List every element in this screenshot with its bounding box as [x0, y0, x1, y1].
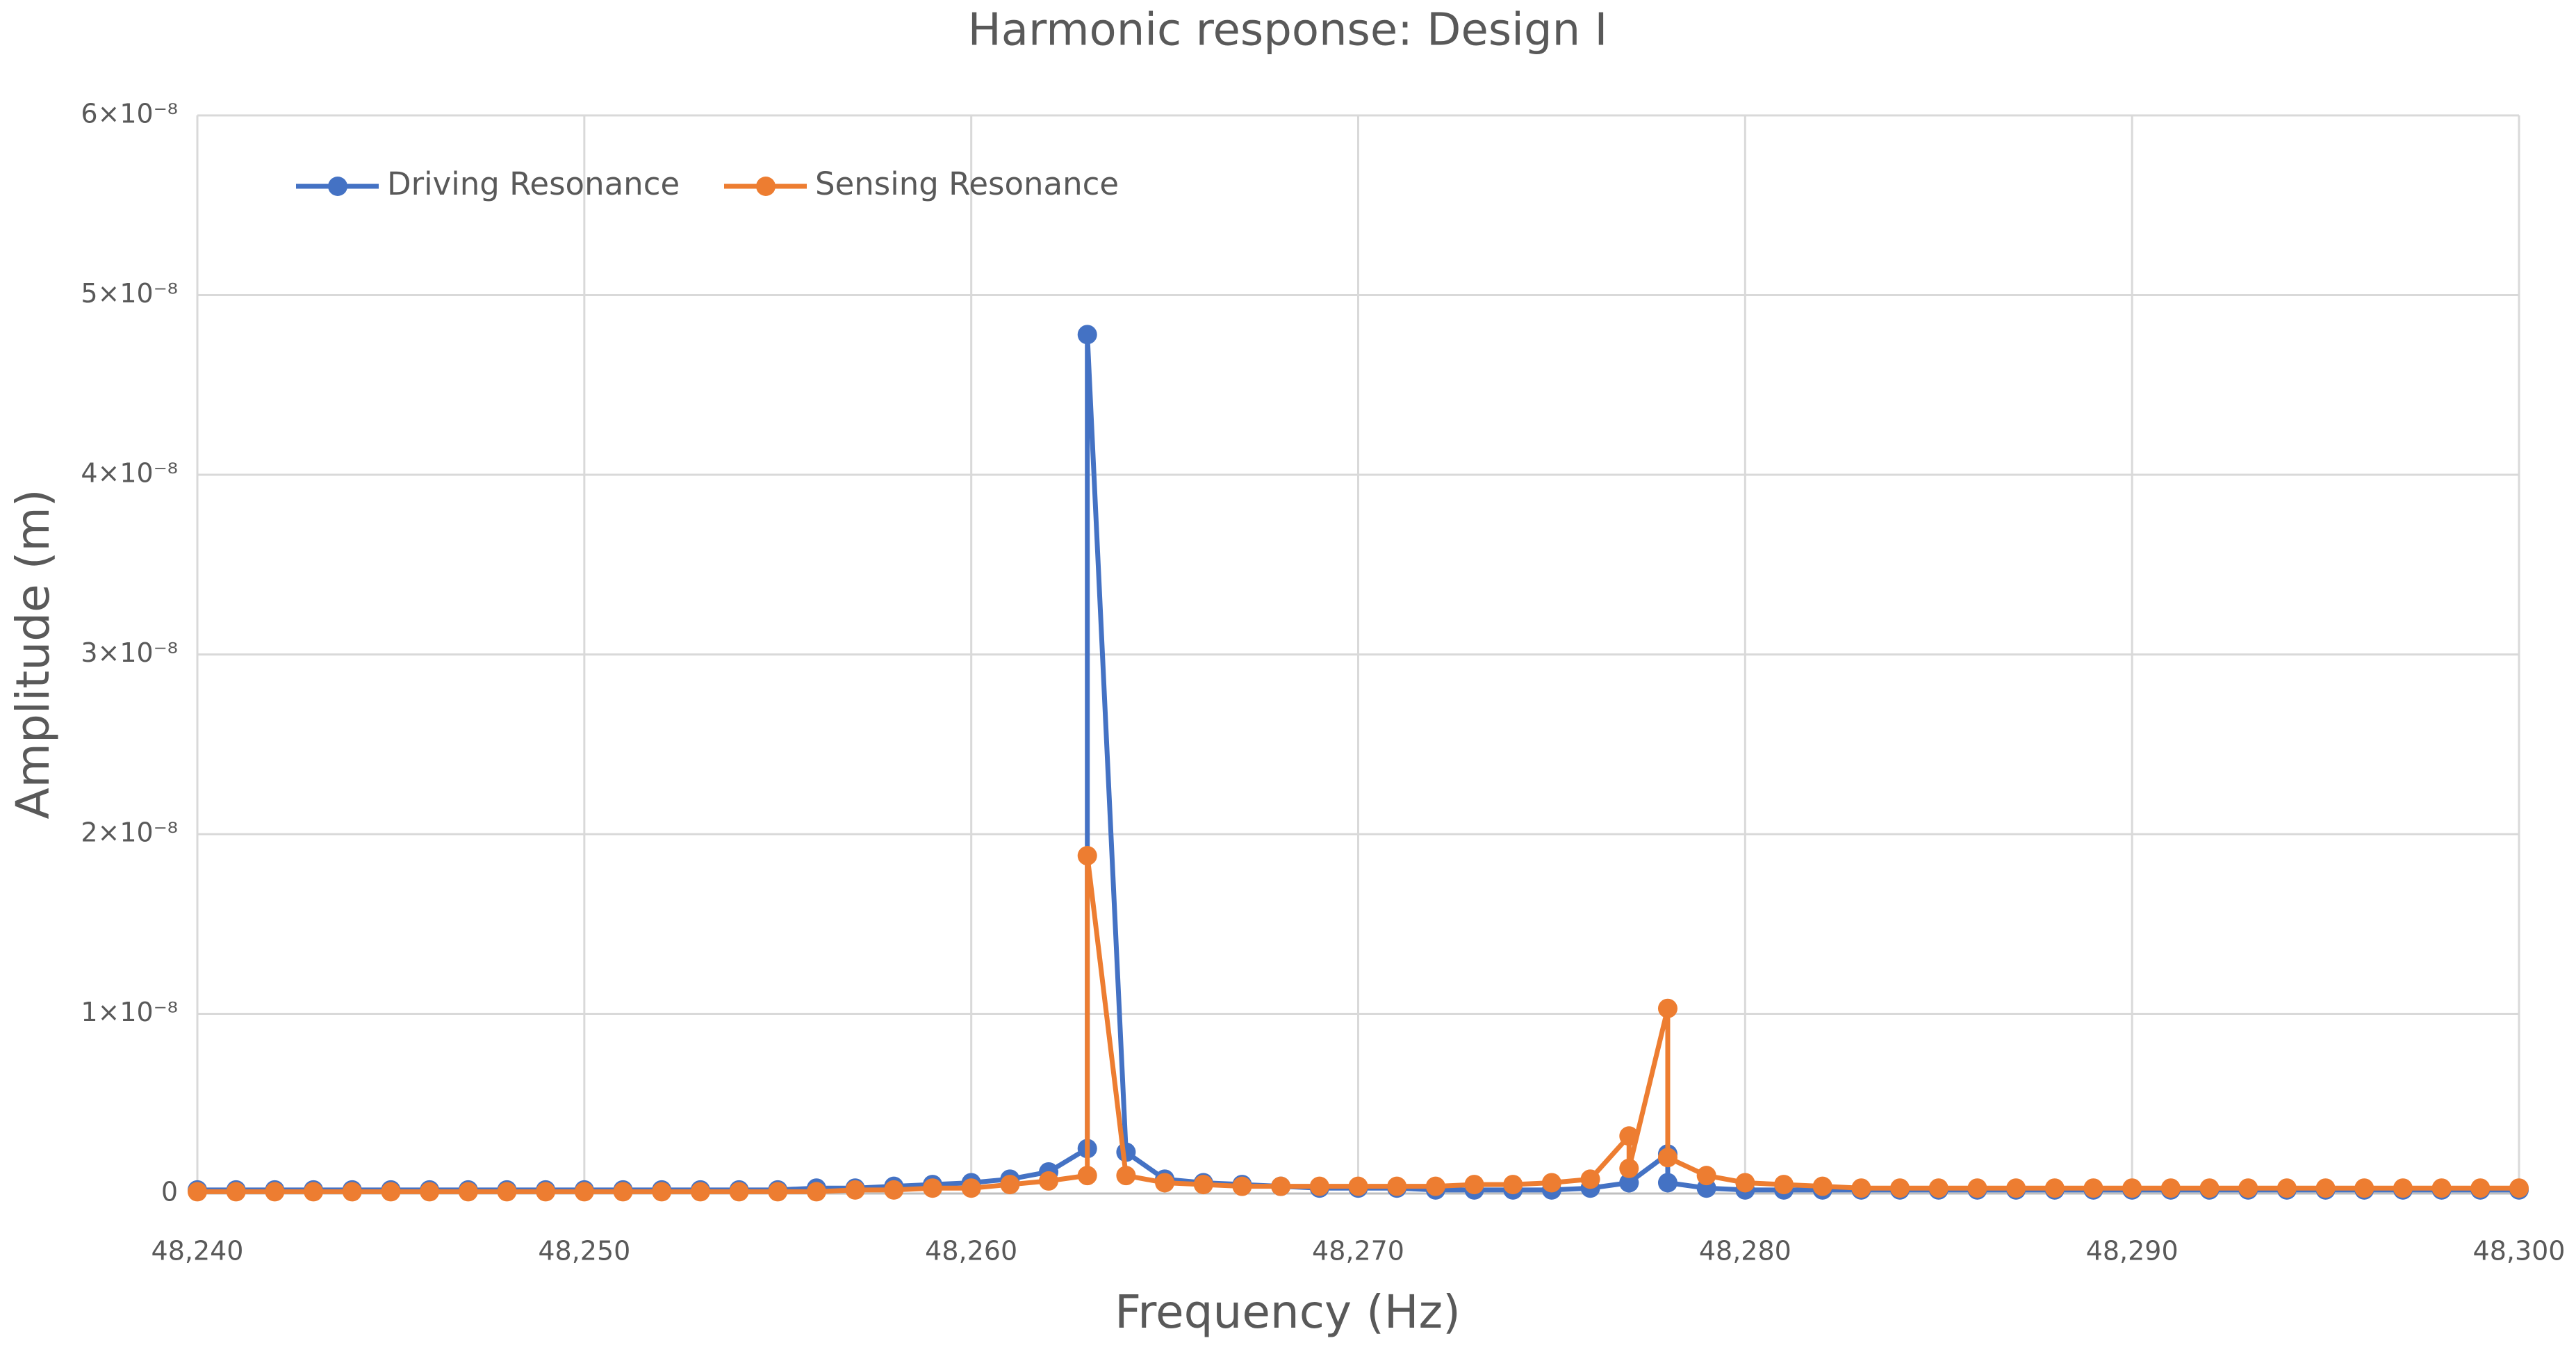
series-line	[197, 853, 2519, 1194]
data-point	[1657, 1173, 1677, 1193]
data-point	[1812, 1176, 1832, 1196]
data-point	[1928, 1178, 1949, 1198]
data-point	[381, 1182, 401, 1202]
data-point	[188, 1182, 207, 1202]
data-point	[2199, 1178, 2220, 1198]
data-point	[1077, 846, 1097, 866]
data-point	[729, 1182, 749, 1202]
data-point	[1193, 1175, 1213, 1195]
data-point	[342, 1182, 362, 1202]
data-point	[1503, 1175, 1523, 1195]
data-point	[613, 1182, 633, 1202]
y-axis-label: Amplitude (m)	[6, 489, 60, 820]
data-point	[1735, 1173, 1755, 1193]
data-point	[1619, 1173, 1639, 1193]
data-point	[574, 1182, 594, 1202]
data-point	[1774, 1175, 1794, 1195]
x-tick-label: 48,240	[151, 1236, 244, 1267]
data-point	[2354, 1178, 2374, 1198]
data-point	[2238, 1178, 2258, 1198]
data-point	[497, 1182, 517, 1202]
data-point	[2393, 1178, 2413, 1198]
data-point	[536, 1182, 556, 1202]
y-tick-label: 2×10⁻⁸	[81, 817, 178, 848]
data-point	[690, 1182, 710, 1202]
data-point	[1232, 1176, 1252, 1196]
data-point	[1619, 1126, 1639, 1146]
x-tick-label: 48,290	[2086, 1236, 2179, 1267]
x-tick-label: 48,250	[538, 1236, 630, 1267]
y-tick-label: 6×10⁻⁸	[81, 99, 178, 129]
x-axis-label: Frequency (Hz)	[1115, 1285, 1461, 1339]
data-point	[2509, 1178, 2529, 1198]
data-point	[1541, 1173, 1561, 1193]
y-tick-label: 3×10⁻⁸	[81, 637, 178, 668]
data-point	[1077, 1166, 1097, 1186]
x-tick-label: 48,260	[925, 1236, 1017, 1267]
data-point	[1890, 1178, 1910, 1198]
data-point	[2122, 1178, 2142, 1198]
data-point	[1039, 1171, 1059, 1191]
x-tick-label: 48,280	[1699, 1236, 1791, 1267]
data-point	[2431, 1178, 2452, 1198]
data-point	[1387, 1176, 1407, 1196]
data-point	[1348, 1176, 1368, 1196]
y-tick-label: 1×10⁻⁸	[81, 997, 178, 1027]
data-point	[226, 1182, 246, 1202]
y-tick-label: 5×10⁻⁸	[81, 278, 178, 309]
data-point	[884, 1180, 904, 1200]
data-point	[1580, 1169, 1600, 1189]
data-point	[265, 1182, 285, 1202]
y-tick-label: 0	[161, 1177, 178, 1207]
data-point	[1116, 1166, 1136, 1186]
x-tick-label: 48,270	[1312, 1236, 1404, 1267]
data-point	[1657, 1148, 1677, 1168]
data-point	[1077, 325, 1097, 345]
chart-title: Harmonic response: Design I	[968, 5, 1608, 56]
data-point	[922, 1178, 942, 1198]
data-point	[768, 1182, 788, 1202]
data-point	[1657, 998, 1677, 1018]
data-point	[1309, 1176, 1329, 1196]
data-point	[2160, 1178, 2181, 1198]
legend-marker	[756, 177, 776, 196]
data-point	[1967, 1178, 1987, 1198]
data-point	[1619, 1158, 1639, 1178]
data-point	[2083, 1178, 2103, 1198]
legend-label: Sensing Resonance	[815, 165, 1119, 202]
data-point	[1000, 1175, 1020, 1195]
data-point	[2470, 1178, 2491, 1198]
x-tick-label: 48,300	[2473, 1236, 2566, 1267]
data-point	[845, 1180, 865, 1200]
data-point	[420, 1182, 440, 1202]
data-point	[1464, 1175, 1484, 1195]
data-point	[304, 1182, 324, 1202]
y-tick-label: 4×10⁻⁸	[81, 458, 178, 489]
data-point	[1851, 1178, 1871, 1198]
data-point	[1271, 1176, 1291, 1196]
data-point	[806, 1182, 826, 1202]
data-point	[2276, 1178, 2297, 1198]
legend-label: Driving Resonance	[387, 165, 680, 202]
data-point	[1155, 1173, 1175, 1193]
data-point	[652, 1182, 672, 1202]
data-point	[961, 1178, 981, 1198]
data-point	[2044, 1178, 2065, 1198]
data-point	[1696, 1166, 1716, 1186]
data-point	[458, 1182, 478, 1202]
data-point	[1425, 1176, 1445, 1196]
legend-marker	[328, 177, 347, 196]
data-point	[2006, 1178, 2026, 1198]
data-point	[2315, 1178, 2336, 1198]
